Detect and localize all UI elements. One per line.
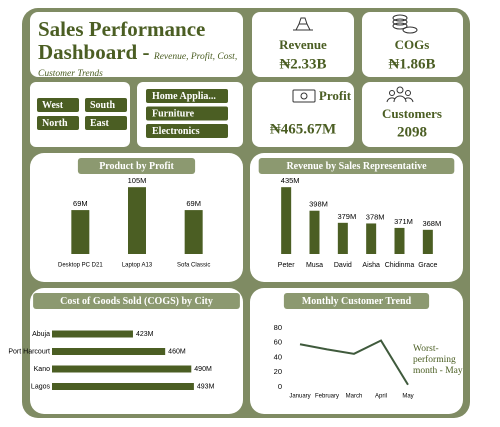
x-tick-label: Laptop A13	[122, 263, 153, 269]
x-tick-label: David	[334, 262, 352, 269]
bar	[394, 227, 405, 254]
y-tick-label: 40	[274, 352, 282, 361]
slicer-label[interactable]: East	[90, 118, 110, 129]
kpi-value: 2098	[397, 124, 427, 140]
kpi-label: Profit	[319, 88, 352, 103]
slicer-label[interactable]: Home Applia...	[152, 91, 216, 102]
chart-title: Cost of Goods Sold (COGS) by City	[60, 296, 213, 307]
bar	[71, 210, 90, 254]
slicer-button[interactable]	[37, 116, 79, 130]
bar	[309, 210, 320, 254]
data-label: 378M	[366, 212, 385, 221]
x-tick-label: Grace	[418, 262, 437, 269]
chart-title: Revenue by Sales Representative	[286, 161, 427, 172]
y-tick-label: 20	[274, 367, 282, 376]
slicer-button[interactable]	[146, 89, 228, 103]
kpi-value: ₦2.33B	[279, 56, 326, 72]
kpi-value: ₦465.67M	[270, 121, 336, 137]
slicer-button[interactable]	[85, 98, 127, 112]
slicer-button[interactable]	[146, 106, 228, 121]
bar	[52, 330, 133, 338]
y-tick-label: Abuja	[32, 331, 50, 338]
slicer-label[interactable]: South	[90, 100, 115, 111]
slicer-label[interactable]: North	[42, 118, 68, 129]
slicer-label[interactable]: West	[42, 100, 64, 111]
bar	[52, 365, 192, 373]
chart-title-box	[258, 158, 455, 174]
bar	[52, 383, 194, 390]
slicer-button[interactable]	[146, 124, 228, 138]
x-tick-label: March	[346, 394, 363, 400]
data-label: 490M	[194, 366, 212, 373]
data-label: 398M	[309, 200, 328, 209]
data-label: 69M	[186, 199, 201, 208]
x-tick-label: April	[375, 394, 387, 400]
x-tick-label: February	[315, 394, 339, 400]
x-tick-label: Chidinma	[385, 262, 415, 269]
slicer-label[interactable]: Furniture	[152, 108, 195, 119]
dashboard-title: Sales Performance Dashboard -	[38, 17, 206, 64]
y-tick-label: Lagos	[31, 383, 51, 390]
x-tick-label: Sofa Classic	[177, 263, 210, 269]
data-label: 379M	[337, 212, 356, 221]
bar	[52, 348, 166, 355]
bar	[128, 187, 146, 254]
kpi-value: ₦1.86B	[388, 56, 435, 72]
chart-title-box	[33, 293, 240, 309]
slicer-label[interactable]: Electronics	[152, 126, 200, 137]
bar	[184, 210, 203, 254]
x-tick-label: Musa	[306, 262, 323, 269]
x-tick-label: January	[289, 394, 310, 400]
chart-title-box	[283, 293, 430, 309]
icons	[292, 14, 418, 103]
chart-title: Monthly Customer Trend	[302, 296, 412, 307]
kpi-label: Customers	[382, 106, 442, 121]
kpi-label: COGs	[395, 37, 430, 52]
data-label: 423M	[136, 331, 154, 338]
slicer-button[interactable]	[85, 116, 127, 130]
x-tick-label: May	[402, 394, 413, 400]
y-tick-label: 60	[274, 338, 282, 347]
data-label: 435M	[281, 176, 300, 185]
chart-title-box	[77, 158, 196, 174]
slicer-button[interactable]	[37, 98, 79, 112]
data-label: 493M	[197, 383, 215, 390]
data-label: 371M	[394, 217, 413, 226]
y-tick-label: 0	[278, 382, 282, 391]
bar	[366, 223, 377, 254]
y-tick-label: Kano	[34, 366, 50, 373]
y-tick-label: Port Harcourt	[8, 348, 50, 355]
bar	[337, 222, 348, 254]
bar	[422, 229, 433, 254]
line	[299, 339, 409, 386]
dashboard-subtitle: Revenue, Profit, Cost, Customer Trends	[38, 51, 238, 79]
data-label: 460M	[168, 348, 186, 355]
x-tick-label: Peter	[278, 262, 295, 269]
data-label: 368M	[422, 219, 441, 228]
annotation: Worst-performing month - May	[413, 344, 463, 376]
bar	[281, 187, 292, 254]
kpi-label: Revenue	[279, 37, 327, 52]
chart-title: Product by Profit	[99, 161, 174, 172]
header: Sales Performance Dashboard - Revenue, P…	[38, 18, 243, 80]
x-tick-label: Desktop PC D21	[58, 263, 103, 269]
data-label: 69M	[73, 199, 88, 208]
x-tick-label: Aisha	[362, 262, 380, 269]
data-label: 105M	[128, 176, 147, 185]
y-tick-label: 80	[274, 323, 282, 332]
